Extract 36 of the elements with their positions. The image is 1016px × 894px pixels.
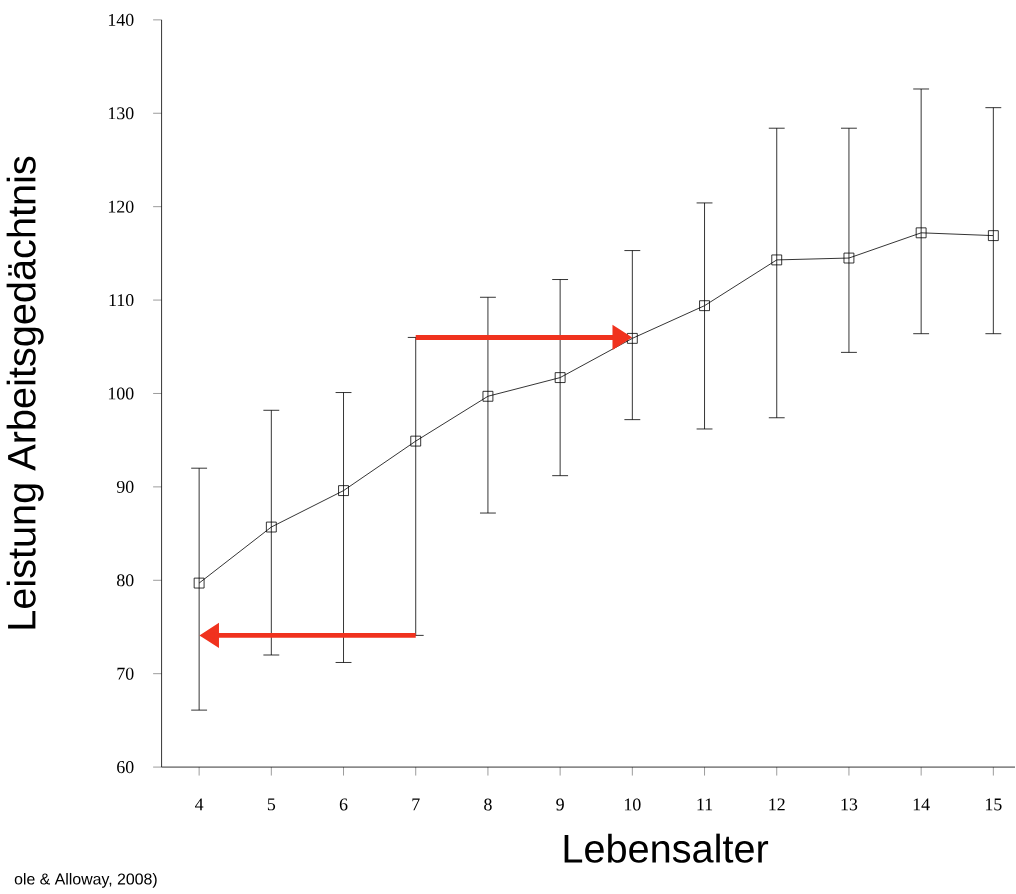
text: ole & Alloway, 2008) [14,872,157,888]
point [554,372,566,383]
x-tick-label: 4 [195,798,204,811]
x-tick-label: 9 [556,798,564,811]
x-tick-label: 15 [985,798,1002,811]
point [482,390,494,402]
point [699,300,710,311]
y-tick-label: 100 [108,387,134,400]
x-tick-label: 5 [267,798,276,811]
x-tick-label: 8 [484,798,492,811]
point [338,485,349,496]
y-tick-label: 90 [116,480,134,493]
point [265,521,277,533]
y-tick-label: 120 [108,200,134,213]
point [987,230,999,241]
point [626,332,638,344]
x-tick-label: 13 [841,798,858,811]
y-tick-label: 140 [108,13,134,26]
y-tick-label: 110 [109,293,134,307]
x-tick-label: 6 [339,798,348,811]
point [915,227,927,239]
x-tick-label: 7 [412,798,420,811]
y-tick-label: 130 [108,107,134,120]
x-tick-label: 10 [624,798,641,811]
y-axis-title: Leistung Arbeitsgedächtnis [6,156,44,629]
point [843,252,855,264]
y-tick-label: 80 [117,574,134,587]
point [410,435,422,447]
x-tick-label: 11 [697,798,713,811]
x-tick-label: 12 [769,798,785,811]
y-tick-label: 60 [117,761,134,774]
y-tick-label: 70 [117,667,134,680]
x-tick-label: 14 [913,798,930,811]
point [193,577,205,589]
x-axis-title: Lebensalter [564,833,769,863]
point [771,254,783,266]
